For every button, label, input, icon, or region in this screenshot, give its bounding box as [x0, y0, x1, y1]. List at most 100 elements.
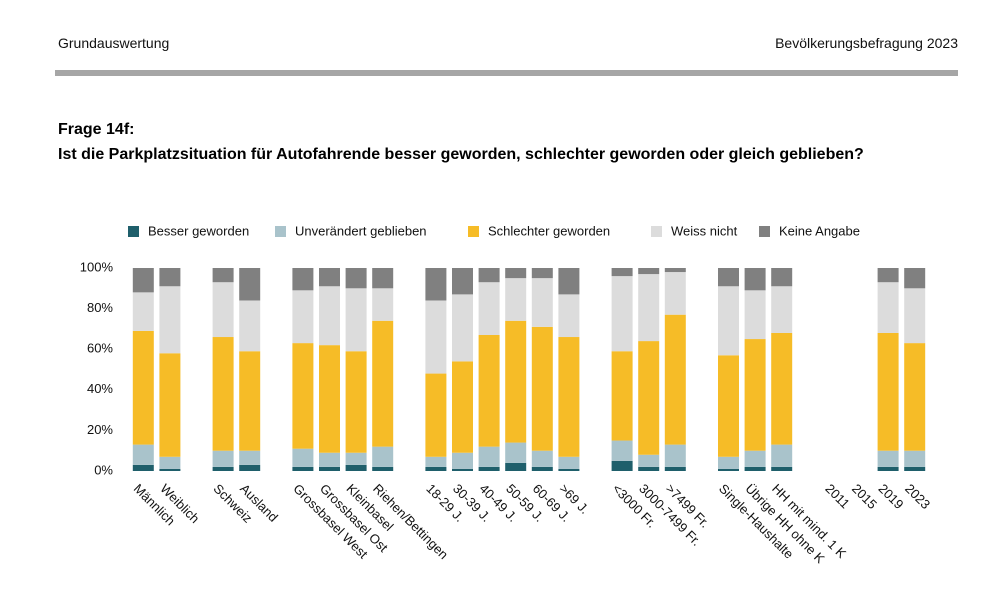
bar-segment — [239, 351, 261, 451]
bar-segment — [718, 468, 739, 471]
bar-segment — [132, 330, 154, 445]
question-text: Ist die Parkplatzsituation für Autofahre… — [58, 146, 864, 163]
bar-segment — [372, 466, 394, 471]
bar-segment — [452, 294, 473, 362]
bar-segment — [771, 268, 793, 287]
bar-segment — [904, 288, 926, 344]
bar-segment — [664, 444, 686, 467]
bar-segment — [372, 288, 394, 321]
y-tick-label: 40% — [87, 381, 113, 396]
bar-segment — [531, 278, 553, 327]
legend-swatch — [468, 226, 479, 237]
bar-segment — [319, 345, 340, 453]
y-tick-label: 80% — [87, 300, 113, 315]
bar-segment — [531, 466, 553, 471]
bar-segment — [425, 373, 447, 457]
bar-segment — [452, 268, 473, 295]
bar-segment — [558, 268, 580, 295]
legend-label: Besser geworden — [148, 223, 249, 238]
bar-segment — [664, 314, 686, 445]
bar-segment — [425, 268, 447, 301]
y-tick-label: 20% — [87, 422, 113, 437]
bar-segment — [638, 454, 660, 467]
header-rule — [55, 70, 958, 76]
bar-segment — [132, 292, 154, 331]
header-left: Grundauswertung — [58, 35, 170, 51]
bar-segment — [372, 320, 394, 447]
bar-segment — [771, 286, 793, 333]
header-right: Bevölkerungsbefragung 2023 — [775, 35, 958, 51]
bar-segment — [239, 450, 261, 465]
bar-segment — [292, 343, 314, 449]
bar-segment — [212, 450, 234, 467]
bar-segment — [478, 466, 500, 471]
bar-segment — [478, 334, 500, 447]
question-label: Frage 14f: — [58, 121, 135, 138]
bar-segment — [531, 268, 553, 279]
bar-segment — [132, 464, 154, 471]
legend-label: Weiss nicht — [671, 223, 738, 238]
bar-segment — [718, 355, 739, 457]
bar-segment — [239, 300, 261, 352]
bar-segment — [239, 268, 261, 301]
bar-segment — [904, 466, 926, 471]
bar-segment — [877, 466, 899, 471]
bar-segment — [904, 343, 926, 451]
bar-segment — [505, 278, 527, 321]
bar-segment — [292, 448, 314, 467]
bar-segment — [478, 446, 500, 467]
bar-segment — [505, 320, 527, 443]
bar-segment — [638, 466, 660, 471]
bar-segment — [372, 268, 394, 289]
bar-segment — [345, 351, 367, 453]
y-tick-label: 60% — [87, 341, 113, 356]
bar-segment — [611, 276, 633, 352]
bar-segment — [159, 268, 181, 287]
bar-segment — [319, 452, 340, 467]
x-tick-label: 2015 — [849, 481, 880, 512]
bar-segment — [239, 464, 261, 471]
bar-segment — [212, 466, 234, 471]
bar-segment — [319, 286, 340, 346]
bar-segment — [744, 466, 766, 471]
bar-segment — [611, 351, 633, 441]
bar-segment — [132, 268, 154, 293]
bar-segment — [159, 468, 181, 471]
bar-segment — [664, 268, 686, 273]
bar-segment — [478, 268, 500, 283]
bar-segment — [638, 341, 660, 455]
bar-segment — [159, 456, 181, 469]
bar-segment — [877, 332, 899, 451]
bar-segment — [638, 268, 660, 275]
bar-segment — [452, 452, 473, 469]
legend-swatch — [128, 226, 139, 237]
bar-segment — [132, 444, 154, 465]
bar-segment — [212, 268, 234, 283]
x-tick-label: 2019 — [876, 481, 907, 512]
legend-label: Schlechter geworden — [488, 223, 610, 238]
bar-segment — [531, 450, 553, 467]
bar-segment — [159, 353, 181, 457]
bar-segment — [718, 268, 739, 287]
bar-segment — [505, 268, 527, 279]
bar-segment — [718, 456, 739, 469]
bar-segment — [611, 460, 633, 471]
bar-segment — [771, 444, 793, 467]
y-tick-label: 0% — [94, 462, 113, 477]
bar-segment — [877, 268, 899, 283]
bar-segment — [877, 450, 899, 467]
bar-segment — [212, 337, 234, 451]
bar-segment — [877, 282, 899, 333]
legend-label: Keine Angabe — [779, 223, 860, 238]
bar-segment — [425, 466, 447, 471]
bar-segment — [345, 464, 367, 471]
legend-swatch — [759, 226, 770, 237]
bar-segment — [558, 456, 580, 469]
bar-segment — [505, 442, 527, 463]
bar-segment — [531, 326, 553, 451]
x-tick-label: 2023 — [902, 481, 933, 512]
bar-segment — [744, 339, 766, 451]
bar-segment — [558, 468, 580, 471]
